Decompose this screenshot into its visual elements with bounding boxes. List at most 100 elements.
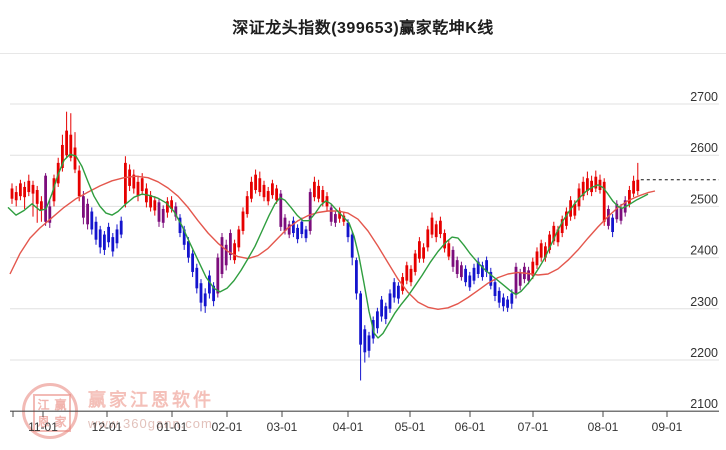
candle-body — [82, 196, 85, 218]
candle-body — [426, 229, 430, 248]
x-axis-label: 12-01 — [92, 420, 123, 434]
candle-body — [73, 147, 77, 170]
candle-body — [132, 174, 136, 189]
candle-body — [577, 188, 581, 207]
candle-body — [388, 293, 392, 309]
candle-body — [338, 210, 341, 219]
candle-body — [241, 211, 245, 231]
candle-body — [392, 282, 396, 298]
candle-body — [216, 257, 220, 294]
candle-body — [422, 247, 425, 259]
candle-body — [90, 211, 94, 230]
x-axis-label: 02-01 — [212, 420, 243, 434]
candle-body — [481, 265, 484, 278]
candle-body — [346, 222, 350, 238]
candle-body — [271, 183, 274, 196]
candle-body — [124, 162, 127, 204]
x-axis-label: 11-01 — [28, 420, 58, 434]
candle-body — [300, 221, 304, 235]
candle-body — [233, 243, 236, 261]
x-axis-label: 03-01 — [267, 420, 298, 434]
watermark-logo-char: 赢 — [54, 398, 67, 412]
candle-body — [313, 181, 316, 198]
candle-body — [468, 275, 472, 288]
candle-body — [14, 192, 18, 201]
candle-body — [136, 181, 140, 197]
candle-body — [245, 196, 249, 215]
candle-body — [590, 180, 593, 193]
candle-body — [502, 297, 505, 307]
candle-body — [224, 244, 228, 266]
candle-body — [44, 175, 47, 222]
ma-slow-line — [9, 175, 656, 310]
candle-body — [489, 271, 493, 286]
candle-body — [485, 260, 488, 272]
candle-body — [565, 211, 568, 226]
x-axis-label: 09-01 — [652, 420, 683, 434]
candle-body — [615, 203, 619, 220]
candle-body — [107, 226, 110, 243]
candle-body — [464, 268, 467, 283]
candle-body — [472, 267, 476, 281]
candle-body — [455, 260, 459, 274]
candle-body — [98, 229, 102, 248]
candle-body — [334, 214, 337, 223]
y-axis-label: 2500 — [690, 192, 718, 206]
candle-body — [308, 192, 312, 231]
candle-body — [397, 285, 400, 299]
candle-body — [27, 180, 31, 193]
candle-body — [61, 144, 64, 168]
candle-body — [258, 178, 262, 193]
candle-body — [514, 266, 518, 295]
candle-body — [119, 220, 123, 235]
candle-body — [279, 193, 283, 227]
watermark-logo-seal: 江 赢 恩 家 — [33, 394, 71, 432]
candle-body — [447, 243, 451, 257]
watermark-logo-char: 恩 — [37, 415, 50, 429]
candle-body — [317, 185, 320, 199]
candle-body — [418, 241, 421, 259]
candle-body — [321, 190, 325, 203]
candle-body — [401, 277, 404, 291]
candle-body — [203, 293, 207, 307]
candle-body — [115, 229, 119, 244]
candle-body — [153, 200, 157, 211]
candle-body — [149, 195, 152, 208]
candle-body — [413, 253, 417, 272]
title-separator — [0, 53, 726, 54]
candle-body — [376, 311, 379, 329]
candle-body — [275, 188, 278, 201]
candle-body — [329, 207, 333, 222]
candle-body — [359, 293, 362, 345]
candle-body — [506, 299, 509, 308]
x-axis-label: 08-01 — [588, 420, 619, 434]
candle-body — [367, 335, 371, 351]
candle-body — [539, 243, 543, 258]
candle-body — [451, 249, 455, 267]
y-axis-label: 2200 — [690, 346, 718, 360]
candle-body — [10, 188, 14, 199]
y-axis-label: 2300 — [690, 295, 718, 309]
candle-body — [581, 181, 585, 197]
y-axis-label: 2400 — [690, 244, 718, 258]
candle-body — [476, 261, 480, 274]
y-axis-label: 2700 — [690, 90, 718, 104]
candle-body — [292, 220, 295, 234]
candle-body — [94, 221, 98, 240]
candle-body — [103, 234, 106, 250]
x-axis-label: 05-01 — [395, 420, 426, 434]
candle-body — [166, 201, 169, 213]
candle-body — [586, 178, 589, 192]
candle-body — [262, 184, 266, 198]
x-axis-label: 07-01 — [518, 420, 549, 434]
candle-body — [611, 217, 614, 232]
candle-body — [111, 237, 115, 252]
candle-body — [527, 270, 530, 281]
candle-body — [40, 201, 43, 211]
candle-body — [23, 186, 26, 198]
candle-body — [178, 217, 182, 234]
candle-body — [497, 290, 501, 303]
candle-body — [342, 215, 346, 222]
